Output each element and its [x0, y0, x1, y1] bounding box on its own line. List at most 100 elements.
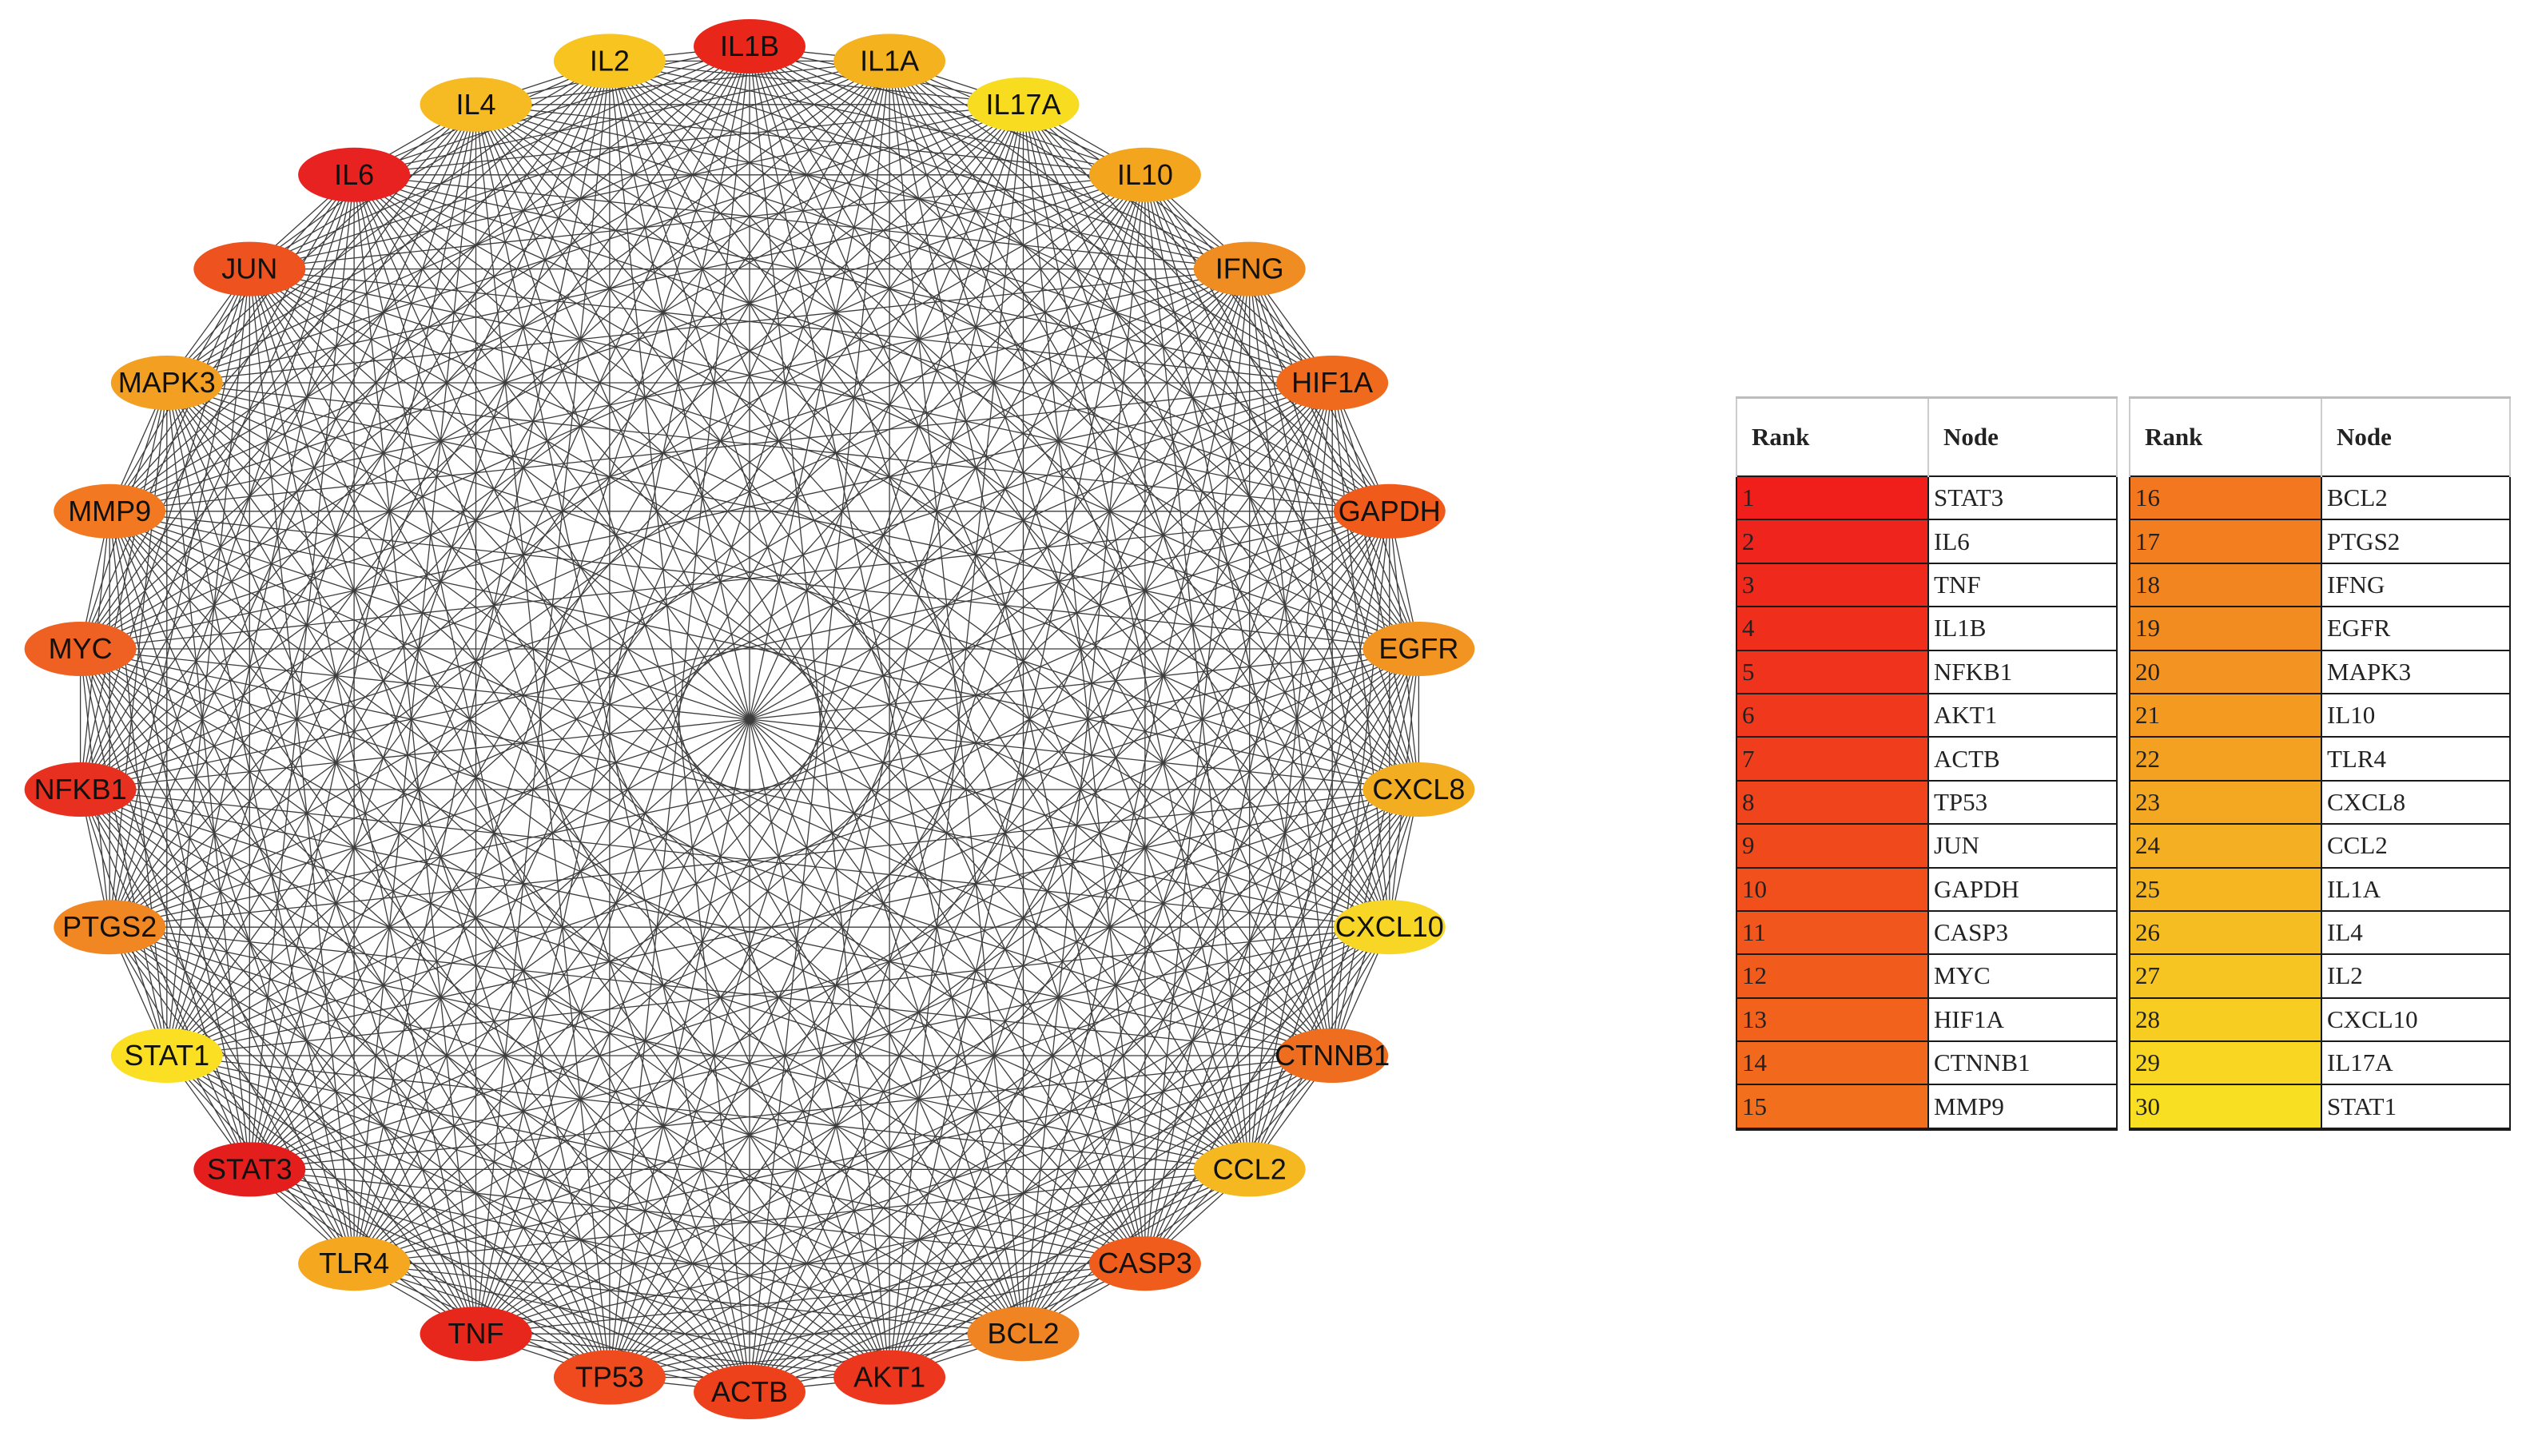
edge-bcl2-mmp9 [109, 511, 1024, 1335]
edge-casp3-tnf [475, 1263, 1145, 1335]
table-row: 22 TLR4 [2129, 736, 2511, 782]
rank-cell: 21 [2129, 692, 2322, 738]
node-cell: TLR4 [2321, 736, 2511, 782]
edge-cxcl8-bcl2 [1022, 789, 1419, 1335]
edge-ifng-cxcl10 [1249, 269, 1390, 928]
edge-il1b-il6 [353, 46, 750, 176]
edge-mapk3-il2 [166, 60, 611, 384]
table-row: 7 ACTB [1736, 736, 2118, 782]
edge-ifng-egfr [1249, 269, 1419, 650]
edge-gapdh-tnf [475, 511, 1390, 1335]
edge-ccl2-il6 [353, 174, 1251, 1170]
rank-cell: 14 [1736, 1040, 1929, 1086]
edge-il1a-tlr4 [353, 61, 890, 1264]
edge-il1a-nfkb1 [80, 60, 890, 790]
edge-tp53-ptgs2 [109, 926, 611, 1378]
node-ellipse [833, 1350, 946, 1405]
edge-il10-il4 [475, 104, 1145, 176]
rank-cell: 13 [1736, 997, 1929, 1043]
edge-ifng-il2 [609, 60, 1250, 270]
table-row: 29 IL17A [2129, 1040, 2511, 1086]
edge-actb-il6 [353, 174, 750, 1393]
node-label: STAT3 [207, 1152, 292, 1185]
table-row: 8 TP53 [1736, 779, 2118, 825]
edge-il1b-ptgs2 [109, 46, 750, 928]
edge-il1b-mapk3 [166, 46, 750, 384]
edge-ccl2-myc [80, 648, 1250, 1170]
node-cell: BCL2 [2321, 475, 2511, 521]
edge-ccl2-akt1 [889, 1168, 1251, 1378]
node-cell: IL6 [1927, 519, 2118, 564]
rank-cell: 20 [2129, 649, 2322, 694]
node-mmp9: MMP9 [54, 483, 166, 539]
edge-cxcl10-akt1 [889, 926, 1390, 1378]
edge-tp53-mmp9 [109, 511, 611, 1378]
edge-akt1-jun [249, 269, 890, 1378]
rank-cell: 26 [2129, 909, 2322, 956]
edge-akt1-nfkb1 [80, 789, 890, 1378]
edge-il1a-ifng [889, 60, 1251, 270]
edge-il1a-ctnnb1 [889, 61, 1333, 1056]
node-cell: STAT3 [1927, 475, 2118, 521]
edge-stat3-mmp9 [109, 511, 250, 1170]
edge-bcl2-stat3 [249, 1168, 1024, 1335]
node-tnf: TNF [420, 1307, 532, 1362]
edge-bcl2-il6 [353, 174, 1024, 1335]
edge-tnf-stat1 [166, 1055, 476, 1335]
edge-cxcl10-il4 [475, 104, 1390, 928]
edge-egfr-il6 [353, 174, 1419, 650]
edge-tlr4-mapk3 [166, 382, 355, 1264]
edge-myc-il2 [80, 60, 611, 650]
edge-hif1a-il6 [353, 174, 1333, 384]
node-cell: CTNNB1 [1927, 1040, 2118, 1086]
edge-ccl2-tp53 [609, 1168, 1250, 1378]
table-row: 4 IL1B [1736, 606, 2118, 651]
edge-ctnnb1-actb [749, 1055, 1333, 1393]
edge-gapdh-il4 [475, 104, 1390, 512]
edge-il10-ctnnb1 [1144, 174, 1333, 1056]
table-row: 3 TNF [1736, 562, 2118, 608]
rank-cell: 12 [1736, 953, 1929, 999]
edge-il17a-actb [749, 104, 1024, 1393]
node-egfr: EGFR [1362, 622, 1475, 676]
network-nodes: IL1B IL1A IL17A IL10 IFNG HIF1A GAPDH EGFR CXCL8… [24, 19, 1475, 1419]
table-row: 16 BCL2 [2129, 475, 2511, 521]
node-label: ACTB [711, 1375, 788, 1408]
edge-akt1-il2 [609, 61, 890, 1378]
edge-tlr4-mmp9 [109, 511, 355, 1264]
node-ellipse [54, 483, 166, 539]
node-il10: IL10 [1088, 147, 1201, 202]
node-label: IL1B [720, 30, 779, 62]
edge-tnf-il6 [353, 174, 477, 1335]
edge-stat3-nfkb1 [80, 789, 250, 1170]
edge-cxcl8-mmp9 [109, 511, 1419, 790]
node-ellipse [1362, 622, 1475, 676]
edge-actb-myc [80, 648, 750, 1393]
edge-myc-il6 [80, 174, 355, 650]
rank-cell: 8 [1736, 779, 1929, 825]
table-row: 9 JUN [1736, 823, 2118, 869]
node-cell: MAPK3 [2321, 649, 2511, 694]
node-ellipse [1276, 1028, 1389, 1083]
edge-ifng-ptgs2 [109, 269, 1251, 928]
edge-mmp9-il6 [109, 174, 355, 512]
rank-cell: 29 [2129, 1040, 2322, 1086]
edge-il17a-myc [80, 104, 1024, 650]
node-tp53: TP53 [553, 1350, 666, 1405]
edge-ccl2-mmp9 [109, 511, 1251, 1170]
rank-cell: 17 [2129, 519, 2322, 564]
edge-cxcl10-myc [80, 648, 1390, 928]
node-cell: STAT1 [2321, 1084, 2511, 1131]
rank-header: Rank [2129, 396, 2322, 476]
node-ellipse [1088, 147, 1201, 202]
node-actb: ACTB [694, 1365, 806, 1419]
rank-cell: 16 [2129, 475, 2322, 521]
table-row: 18 IFNG [2129, 562, 2511, 608]
edge-tp53-nfkb1 [80, 789, 611, 1378]
node-casp3: CASP3 [1088, 1236, 1201, 1291]
edge-ccl2-il2 [609, 61, 1251, 1170]
node-ellipse [1276, 356, 1389, 410]
edge-tp53-il4 [475, 104, 611, 1378]
node-label: AKT1 [853, 1361, 925, 1394]
node-label: CCL2 [1213, 1152, 1287, 1185]
